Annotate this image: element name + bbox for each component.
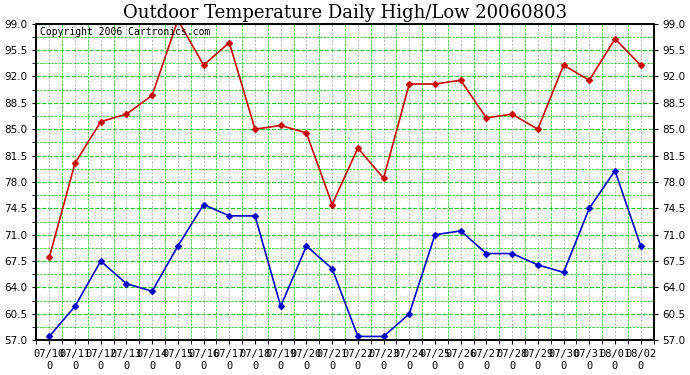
Text: Copyright 2006 Cartronics.com: Copyright 2006 Cartronics.com <box>39 27 210 37</box>
Title: Outdoor Temperature Daily High/Low 20060803: Outdoor Temperature Daily High/Low 20060… <box>123 4 567 22</box>
